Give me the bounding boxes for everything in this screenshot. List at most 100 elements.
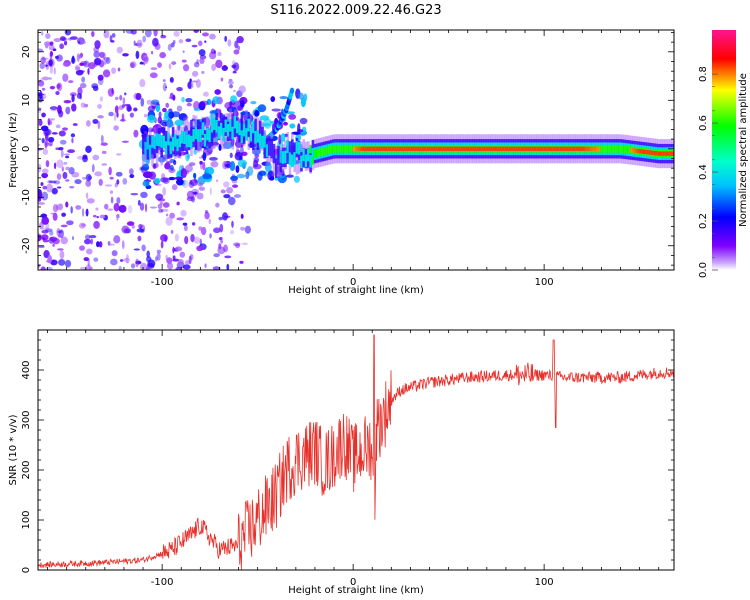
heatmap-noise-blob bbox=[118, 265, 122, 270]
heatmap-ridge-cell bbox=[286, 140, 290, 154]
heatmap-noise-blob bbox=[162, 202, 170, 208]
heatmap-noise-blob bbox=[108, 243, 115, 246]
heatmap-ridge-cell bbox=[511, 146, 514, 151]
heatmap-noise-blob bbox=[129, 168, 134, 175]
heatmap-ridge-cell bbox=[598, 146, 601, 151]
heatmap-noise-blob bbox=[203, 91, 209, 97]
heatmap-noise-blob bbox=[186, 81, 194, 90]
heatmap-signal-blob bbox=[270, 96, 276, 102]
heatmap-noise-blob bbox=[119, 259, 124, 262]
heatmap-noise-blob bbox=[121, 240, 125, 250]
heatmap-ridge-cell bbox=[185, 134, 189, 148]
heatmap-noise-blob bbox=[110, 40, 115, 43]
heatmap-noise-blob bbox=[182, 222, 188, 226]
heatmap-noise-blob bbox=[96, 241, 100, 248]
heatmap-noise-blob bbox=[103, 30, 110, 39]
heatmap-noise-blob bbox=[186, 190, 195, 199]
heatmap-noise-blob bbox=[178, 259, 184, 264]
heatmap-noise-blob bbox=[81, 76, 86, 83]
heatmap-ridge-cell bbox=[206, 127, 209, 141]
heatmap-noise-blob bbox=[165, 213, 169, 217]
heatmap-ridge-cell bbox=[407, 146, 411, 151]
heatmap-ridge-cell bbox=[222, 114, 225, 134]
heatmap-ridge-cell bbox=[210, 119, 214, 133]
heatmap-noise-blob bbox=[38, 234, 42, 242]
heatmap-noise-blob bbox=[42, 148, 49, 155]
heatmap-noise-blob bbox=[196, 192, 204, 200]
heatmap-noise-blob bbox=[51, 187, 58, 195]
heatmap-noise-blob bbox=[204, 210, 208, 214]
heatmap-signal-blob bbox=[252, 163, 262, 170]
heatmap-ridge-cell bbox=[192, 129, 196, 142]
heatmap-signal-blob bbox=[142, 180, 150, 187]
heatmap-ridge-cell bbox=[517, 146, 521, 151]
heatmap-noise-blob bbox=[120, 118, 126, 122]
heatmap-ridge-cell bbox=[311, 156, 315, 165]
heatmap-ridge-cell bbox=[401, 146, 404, 151]
heatmap-ridge-cell bbox=[625, 145, 629, 154]
heatmap-ridge-cell bbox=[350, 144, 354, 153]
heatmap-noise-blob bbox=[59, 36, 66, 41]
heatmap-noise-blob bbox=[213, 253, 220, 258]
heatmap-ridge-cell bbox=[462, 146, 466, 151]
heatmap-noise-blob bbox=[188, 162, 196, 167]
heatmap-noise-blob bbox=[168, 63, 172, 70]
heatmap-ridge-cell bbox=[446, 146, 450, 151]
heatmap-noise-blob bbox=[153, 30, 158, 37]
colorbar-gradient bbox=[712, 30, 736, 270]
heatmap-noise-blob bbox=[129, 174, 135, 179]
heatmap-noise-blob bbox=[40, 77, 43, 84]
heatmap-ridge-cell bbox=[318, 148, 322, 157]
heatmap-noise-blob bbox=[160, 34, 167, 39]
heatmap-ridge-cell bbox=[233, 115, 237, 129]
heatmap-noise-blob bbox=[115, 96, 119, 101]
heatmap-ridge-cell bbox=[485, 146, 489, 151]
heatmap-noise-blob bbox=[191, 70, 199, 77]
heatmap-ridge-cell bbox=[146, 136, 150, 150]
heatmap-noise-blob bbox=[176, 87, 183, 92]
heatmap-noise-blob bbox=[116, 197, 121, 204]
heatmap-noise-blob bbox=[193, 30, 199, 33]
snr-x-axis-label: Height of straight line (km) bbox=[288, 585, 424, 596]
heatmap-noise-blob bbox=[172, 246, 175, 254]
heatmap-noise-blob bbox=[137, 199, 141, 206]
heatmap-ridge-cell bbox=[536, 146, 539, 151]
heatmap-ridge-cell bbox=[197, 129, 200, 142]
spectrogram-y-axis-label: Frequency (Hz) bbox=[8, 112, 19, 188]
heatmap-noise-blob bbox=[54, 55, 59, 59]
heatmap-noise-blob bbox=[42, 76, 49, 81]
heatmap-signal-blob bbox=[193, 172, 197, 179]
heatmap-ridge-cell bbox=[309, 145, 312, 154]
heatmap-ridge-cell bbox=[359, 146, 363, 151]
heatmap-noise-blob bbox=[41, 172, 49, 179]
heatmap-noise-blob bbox=[182, 264, 191, 270]
heatmap-noise-blob bbox=[96, 216, 99, 219]
heatmap-ridge-cell bbox=[252, 120, 255, 134]
heatmap-noise-blob bbox=[47, 58, 55, 68]
heatmap-signal-blob bbox=[237, 159, 247, 168]
heatmap-noise-blob bbox=[38, 245, 45, 248]
heatmap-noise-blob bbox=[113, 203, 120, 212]
heatmap-noise-blob bbox=[82, 176, 87, 180]
heatmap-noise-blob bbox=[49, 65, 53, 74]
heatmap-noise-blob bbox=[58, 110, 64, 118]
heatmap-noise-blob bbox=[210, 161, 219, 168]
heatmap-ridge-cell bbox=[231, 113, 235, 133]
heatmap-noise-blob bbox=[129, 112, 134, 118]
heatmap-noise-blob bbox=[122, 257, 131, 263]
heatmap-ridge-cell bbox=[478, 146, 482, 151]
heatmap-noise-blob bbox=[98, 241, 103, 248]
heatmap-noise-blob bbox=[143, 56, 149, 62]
heatmap-noise-blob bbox=[65, 166, 70, 171]
heatmap-ridge-cell bbox=[648, 150, 652, 155]
heatmap-ridge-cell bbox=[641, 149, 645, 154]
heatmap-noise-blob bbox=[93, 220, 100, 229]
heatmap-ridge-cell bbox=[263, 138, 267, 159]
heatmap-ridge-cell bbox=[190, 119, 193, 140]
x-tick-label: -100 bbox=[151, 577, 174, 588]
heatmap-ridge-cell bbox=[435, 146, 439, 151]
heatmap-ridge-cell bbox=[373, 146, 377, 151]
heatmap-noise-blob bbox=[78, 70, 85, 73]
heatmap-noise-blob bbox=[116, 153, 122, 156]
